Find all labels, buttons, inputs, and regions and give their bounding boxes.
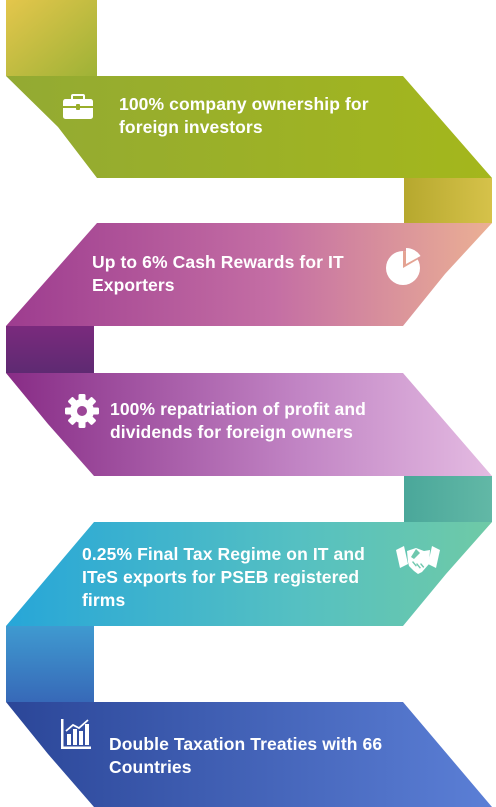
step-2-text: Up to 6% Cash Rewards for IT Exporters — [92, 251, 344, 297]
ribbon-band-5 — [6, 702, 492, 807]
step-5-text: Double Taxation Treaties with 66 Countri… — [109, 733, 382, 779]
step-1-text: 100% company ownership for foreign inves… — [119, 93, 369, 139]
ribbon-band-2 — [6, 223, 492, 326]
ribbon-band-4 — [6, 522, 492, 626]
step-1-line-1: 100% company ownership for — [119, 94, 369, 114]
ribbon-fold-3 — [404, 476, 492, 522]
step-3-text: 100% repatriation of profit and dividend… — [110, 398, 366, 444]
step-4-text: 0.25% Final Tax Regime on IT and ITeS ex… — [82, 543, 365, 612]
ribbon-fold-top — [6, 0, 97, 76]
ribbon-band-1 — [6, 76, 492, 178]
step-1-line-2: foreign investors — [119, 117, 263, 137]
step-3-line-2: dividends for foreign owners — [110, 422, 353, 442]
step-4-line-1: 0.25% Final Tax Regime on IT and — [82, 544, 365, 564]
gear-icon — [65, 394, 99, 428]
ribbon-fold-2 — [6, 326, 94, 373]
step-3-line-1: 100% repatriation of profit and — [110, 399, 366, 419]
step-2-line-2: Exporters — [92, 275, 175, 295]
step-5-line-2: Countries — [109, 757, 192, 777]
step-5-line-1: Double Taxation Treaties with 66 — [109, 734, 383, 754]
step-2-line-1: Up to 6% Cash Rewards for IT — [92, 252, 344, 272]
bar-chart-icon — [61, 719, 91, 749]
ribbon-fold-4 — [6, 626, 94, 702]
handshake-icon — [396, 546, 440, 574]
briefcase-icon — [63, 94, 93, 119]
pie-chart-icon — [386, 247, 421, 285]
ribbon-band-3 — [6, 373, 492, 476]
ribbon-fold-1 — [404, 178, 492, 223]
step-4-line-2: ITeS exports for PSEB registered — [82, 567, 360, 587]
step-4-line-3: firms — [82, 590, 126, 610]
